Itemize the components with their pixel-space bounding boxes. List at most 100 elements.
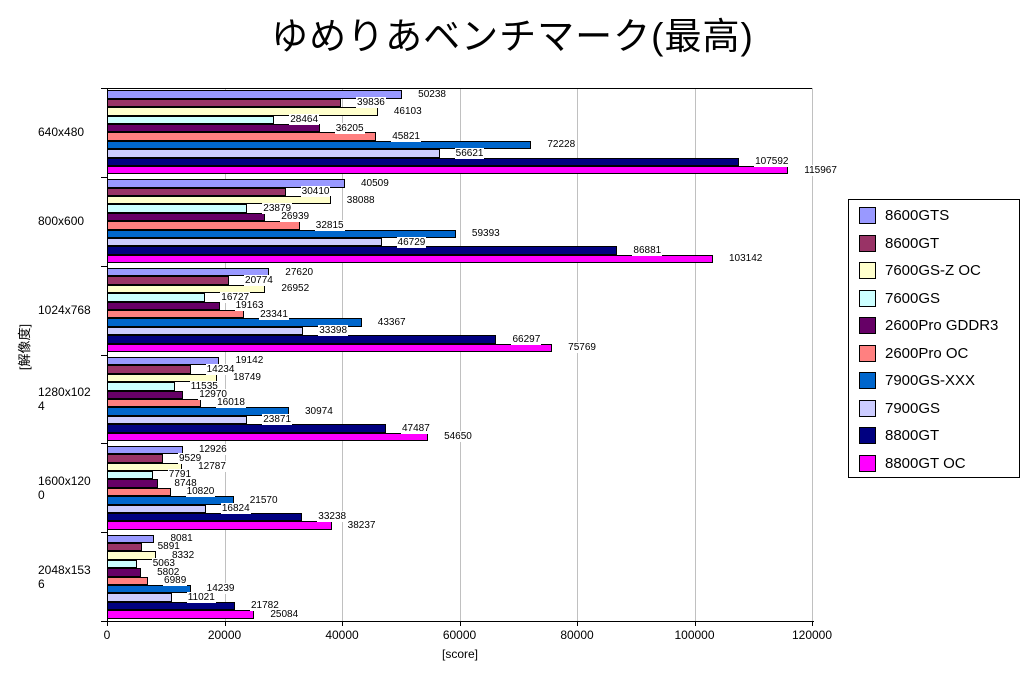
- legend-swatch: [859, 317, 876, 335]
- bar: [107, 310, 245, 319]
- legend-item: 8600GT: [849, 230, 1019, 258]
- bar-value-label: 40509: [359, 177, 390, 189]
- legend-swatch: [859, 427, 876, 445]
- bar: [107, 166, 789, 175]
- bar-value-label: 30974: [303, 405, 334, 417]
- bar-value-label: 12926: [197, 444, 228, 456]
- y-axis-tick: [101, 88, 107, 89]
- bar: [107, 454, 163, 463]
- x-tick-label: 0: [103, 628, 111, 642]
- legend-label: 7600GS-Z OC: [885, 262, 981, 280]
- category-label: 1600x1200: [38, 473, 91, 502]
- bar: [107, 356, 220, 366]
- bar: [107, 221, 300, 230]
- y-axis-tick: [101, 621, 107, 622]
- gridline: [812, 88, 813, 621]
- gridline: [577, 88, 578, 621]
- bar: [107, 445, 183, 455]
- legend-label: 7900GS: [885, 399, 941, 417]
- bar: [107, 246, 618, 255]
- bar: [107, 149, 440, 158]
- bar-value-label: 23341: [259, 308, 289, 320]
- bar: [107, 576, 149, 585]
- legend-label: 8600GT: [885, 234, 940, 252]
- bar: [107, 398, 202, 408]
- x-tick-label: 40000: [325, 628, 359, 642]
- bar-value-label: 5891: [156, 541, 181, 553]
- bar: [107, 254, 713, 264]
- x-tick-label: 20000: [207, 628, 242, 642]
- legend-label: 8800GT: [885, 427, 940, 445]
- bar: [107, 504, 206, 513]
- y-axis-tick: [101, 443, 107, 445]
- bar-value-label: 8748: [173, 477, 198, 489]
- bar-value-label: 46729: [396, 236, 427, 248]
- bar: [107, 424, 386, 433]
- bar-value-label: 59393: [470, 228, 501, 240]
- legend-label: 2600Pro OC: [885, 344, 969, 362]
- x-axis-title: [score]: [441, 647, 478, 661]
- bar: [107, 559, 137, 569]
- category-label: 2048x1536: [38, 562, 91, 591]
- bar: [107, 584, 191, 594]
- legend-swatch: [859, 399, 876, 417]
- bar: [107, 157, 740, 166]
- bar-value-label: 32815: [314, 219, 345, 231]
- bar-value-label: 25084: [269, 608, 300, 620]
- bar: [107, 601, 235, 611]
- bar-value-label: 28464: [289, 114, 320, 126]
- bar-value-label: 8081: [169, 533, 194, 545]
- legend-item: 7900GS-XXX: [849, 367, 1019, 395]
- bar: [107, 479, 159, 488]
- bar-value-label: 11535: [189, 380, 219, 392]
- gridline: [224, 88, 226, 621]
- bar-value-label: 7791: [167, 469, 193, 481]
- legend-item: 2600Pro GDDR3: [849, 312, 1019, 340]
- legend-item: 8600GTS: [849, 202, 1019, 230]
- bar: [107, 568, 142, 577]
- y-axis-tick: [101, 176, 107, 178]
- y-axis-tick: [101, 354, 107, 356]
- bar: [107, 115, 275, 124]
- category-label: 1280x1024: [38, 384, 91, 413]
- bar-value-label: 23871: [262, 414, 293, 426]
- bar: [107, 301, 220, 311]
- x-axis-tick: [694, 621, 696, 626]
- bar-value-label: 20774: [244, 274, 274, 286]
- bar: [107, 415, 248, 425]
- category-label: 1024x768: [38, 303, 91, 318]
- bar: [107, 432, 429, 441]
- bar: [107, 593, 172, 602]
- legend-label: 2600Pro GDDR3: [885, 317, 999, 335]
- y-axis-line: [107, 88, 108, 622]
- bar-value-label: 38088: [345, 194, 376, 206]
- bar-value-label: 23879: [262, 202, 293, 214]
- bar: [107, 343, 553, 353]
- bar-value-label: 5802: [156, 566, 181, 578]
- bar-value-label: 43367: [376, 316, 407, 328]
- bar: [107, 196, 331, 205]
- bar-value-label: 21782: [249, 600, 280, 612]
- bar-value-label: 6989: [163, 575, 188, 587]
- bar-value-label: 33238: [317, 511, 348, 523]
- legend-swatch: [859, 454, 876, 472]
- legend-item: 8800GT: [849, 422, 1019, 450]
- bar: [107, 98, 342, 108]
- x-axis-tick: [577, 621, 578, 626]
- bar-value-label: 14234: [205, 363, 236, 375]
- bar: [107, 335, 497, 344]
- bar: [107, 390, 184, 399]
- x-axis-tick: [107, 621, 108, 626]
- bar-value-label: 18749: [232, 372, 262, 384]
- bar-value-label: 103142: [727, 253, 764, 265]
- category-label: 800x600: [38, 214, 85, 229]
- bar: [107, 326, 304, 336]
- bar-value-label: 107592: [754, 156, 790, 168]
- bar: [107, 496, 234, 505]
- bar: [107, 276, 230, 285]
- legend: 8600GTS 8600GT 7600GS-Z OC 7600GS 2600Pro GD…: [848, 199, 1020, 478]
- gridline: [342, 88, 343, 621]
- bar: [107, 487, 171, 497]
- y-axis-tick: [101, 532, 107, 534]
